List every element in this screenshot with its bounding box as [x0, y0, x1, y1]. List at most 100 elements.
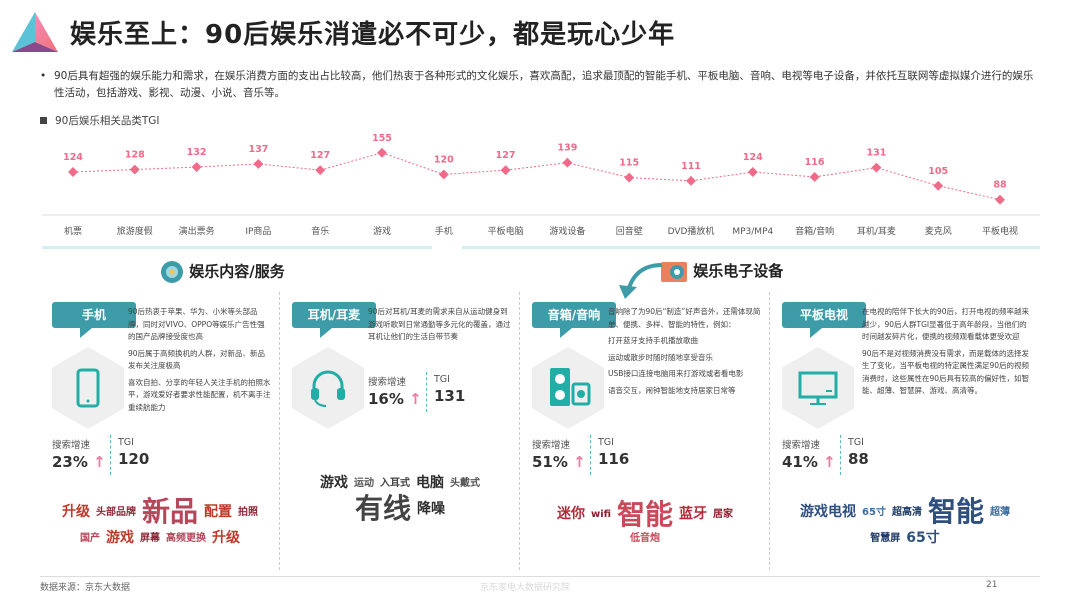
data-label: 88 [993, 180, 1007, 191]
x-tick-label: 麦克风 [925, 225, 952, 237]
chart-title: 90后娱乐相关品类TGI [40, 113, 160, 128]
data-point [624, 172, 635, 183]
data-label: 127 [310, 150, 330, 161]
x-tick-label: 音乐 [311, 225, 329, 237]
cloud-word: 电脑 [416, 474, 444, 491]
data-label: 120 [434, 154, 454, 165]
data-label: 155 [372, 133, 392, 144]
growth-value: 41% [782, 453, 818, 471]
data-point [995, 194, 1005, 205]
cloud-word: 居家 [713, 509, 734, 521]
stat-divider [840, 435, 841, 475]
cloud-word: 超薄 [989, 507, 1010, 519]
up-arrow-icon: ↑ [573, 453, 586, 471]
description-line: 90后属于高频换机的人群，对新品、新品发布关注度极高 [128, 348, 266, 371]
page-number: 21 [986, 580, 998, 590]
description-line: 在电视的陪伴下长大的90后，打开电视的频率越来越少，90后人群TGI显著低于高年… [862, 307, 1030, 341]
word-cloud: 迷你 wifi 智能 蓝牙 居家 低音炮 [540, 480, 750, 564]
cloud-word: 升级 [61, 504, 90, 521]
panel-0: 手机 90后热衷于苹果、华为、小米等头部品牌，同时对VIVO、OPPO等娱乐广告… [40, 292, 280, 570]
data-label: 105 [928, 166, 948, 177]
stat-divider [590, 435, 591, 475]
data-point [377, 147, 387, 158]
cloud-word: 超高清 [891, 507, 922, 519]
cloud-word: 降噪 [417, 501, 445, 517]
icon-hexagon [532, 347, 604, 429]
description: 在电视的陪伴下长大的90后，打开电视的频率越来越少，90后人群TGI显著低于高年… [862, 306, 1032, 402]
data-point [315, 165, 326, 176]
tgi-value: 88 [848, 450, 869, 468]
icon-hexagon [292, 347, 364, 429]
data-point [562, 157, 573, 168]
cloud-word: 运动 [354, 478, 374, 490]
x-tick-label: 音箱/音响 [795, 225, 834, 237]
description: 90后对耳机/耳麦的需求来自从运动健身到游戏听歌到日常通勤等多元化的覆盖，通过耳… [368, 306, 512, 348]
panel-1: 耳机/耳麦 90后对耳机/耳麦的需求来自从运动健身到游戏听歌到日常通勤等多元化的… [280, 292, 520, 570]
data-point [686, 175, 696, 186]
cloud-word: 新品 [141, 495, 198, 529]
series-line [72, 152, 1001, 201]
growth-stat: 搜索增速 16% ↑ [368, 377, 422, 408]
data-label: 137 [248, 144, 268, 155]
data-point [191, 162, 202, 172]
cloud-word: 国产 [80, 533, 100, 545]
cloud-word: 智慧屏 [870, 533, 901, 545]
cloud-word: 游戏电视 [800, 504, 857, 521]
description-line: 音响除了为90后“制造”好声音外，还需体现简单、便携、多样、智能的特性，例如： [608, 307, 761, 329]
section-title: 娱乐内容/服务 [189, 262, 285, 281]
group-bar [462, 246, 1040, 249]
category-tag: 音箱/音响 [532, 302, 616, 338]
cloud-word: 65寸 [906, 530, 940, 547]
data-label: 127 [496, 150, 516, 161]
cloud-word: 智能 [617, 497, 674, 531]
description: 音响除了为90后“制造”好声音外，还需体现简单、便携、多样、智能的特性，例如： 打… [608, 306, 762, 401]
description: 90后热衷于苹果、华为、小米等头部品牌，同时对VIVO、OPPO等娱乐广告性强的… [128, 306, 272, 418]
cloud-word: 高频更换 [166, 533, 206, 545]
x-tick-label: 平板电视 [982, 225, 1018, 237]
description-line: 90后热衷于苹果、华为、小米等头部品牌，同时对VIVO、OPPO等娱乐广告性强的… [128, 307, 265, 341]
x-tick-label: 平板电脑 [488, 225, 524, 237]
cloud-word: 游戏 [320, 474, 348, 491]
data-label: 128 [125, 150, 145, 161]
section-title: 娱乐电子设备 [693, 262, 784, 280]
growth-stat: 搜索增速 51% ↑ [532, 440, 586, 471]
tgi-value: 116 [598, 450, 630, 468]
x-tick-label: 手机 [435, 225, 453, 237]
cloud-word: 头戴式 [450, 478, 480, 490]
curved-arrow-icon [619, 263, 663, 299]
data-point [438, 169, 449, 180]
cloud-word: 迷你 [556, 506, 585, 523]
tgi-line-chart: 124 机票 128 旅游度假 132 演出票务 137 IP商品 127 音乐 155 游戏 120 手… [42, 133, 1040, 249]
data-label: 139 [557, 143, 577, 154]
tgi-stat: TGI 88 [848, 437, 869, 468]
description-line: 打开蓝牙支持手机播放歌曲 [608, 336, 698, 345]
data-point [871, 162, 882, 173]
up-arrow-icon: ↑ [93, 453, 106, 471]
word-cloud: 游戏电视 65寸 超高清 智能 超薄 智慧屏 65寸 [790, 480, 1020, 564]
data-point [129, 164, 140, 175]
tgi-stat: TGI 120 [118, 437, 150, 468]
x-tick-label: 旅游度假 [117, 225, 153, 237]
word-cloud: 升级 头部品牌 新品 配置 拍照 国产 游戏 屏幕 高频更换 升级 [60, 480, 260, 564]
intro-text: 90后具有超强的娱乐能力和需求，在娱乐消费方面的支出占比较高，他们热衷于各种形式… [40, 68, 1040, 102]
stat-divider [110, 435, 111, 475]
icon-hexagon [52, 347, 124, 429]
category-tag: 手机 [52, 302, 136, 338]
panel-2: 音箱/音响 音响除了为90后“制造”好声音外，还需体现简单、便携、多样、智能的特… [520, 292, 770, 570]
panel-3: 平板电视 在电视的陪伴下长大的90后，打开电视的频率越来越少，90后人群TGI显… [770, 292, 1040, 570]
data-label: 131 [866, 148, 886, 159]
section-content: 娱乐内容/服务 [160, 260, 285, 284]
x-tick-label: 机票 [64, 225, 82, 237]
tgi-stat: TGI 131 [434, 374, 466, 405]
growth-value: 23% [52, 453, 88, 471]
data-point [747, 167, 758, 177]
section-devices: 娱乐电子设备 [660, 260, 783, 283]
description-line: 90后不是对视频消费没有需求，而是载体的选择发生了变化，当平板电视的特定属性满足… [862, 348, 1030, 396]
cloud-word: 有线 [354, 492, 411, 526]
x-tick-label: DVD播放机 [668, 225, 715, 237]
cloud-word: 头部品牌 [95, 507, 136, 519]
category-tag: 平板电视 [782, 302, 866, 338]
data-label: 132 [187, 147, 207, 158]
description-line: 喜欢自拍、分享的年轻人关注手机的拍照水平，游戏爱好者要求性能配置，机不离手注重续… [128, 377, 271, 412]
data-label: 124 [63, 152, 83, 163]
